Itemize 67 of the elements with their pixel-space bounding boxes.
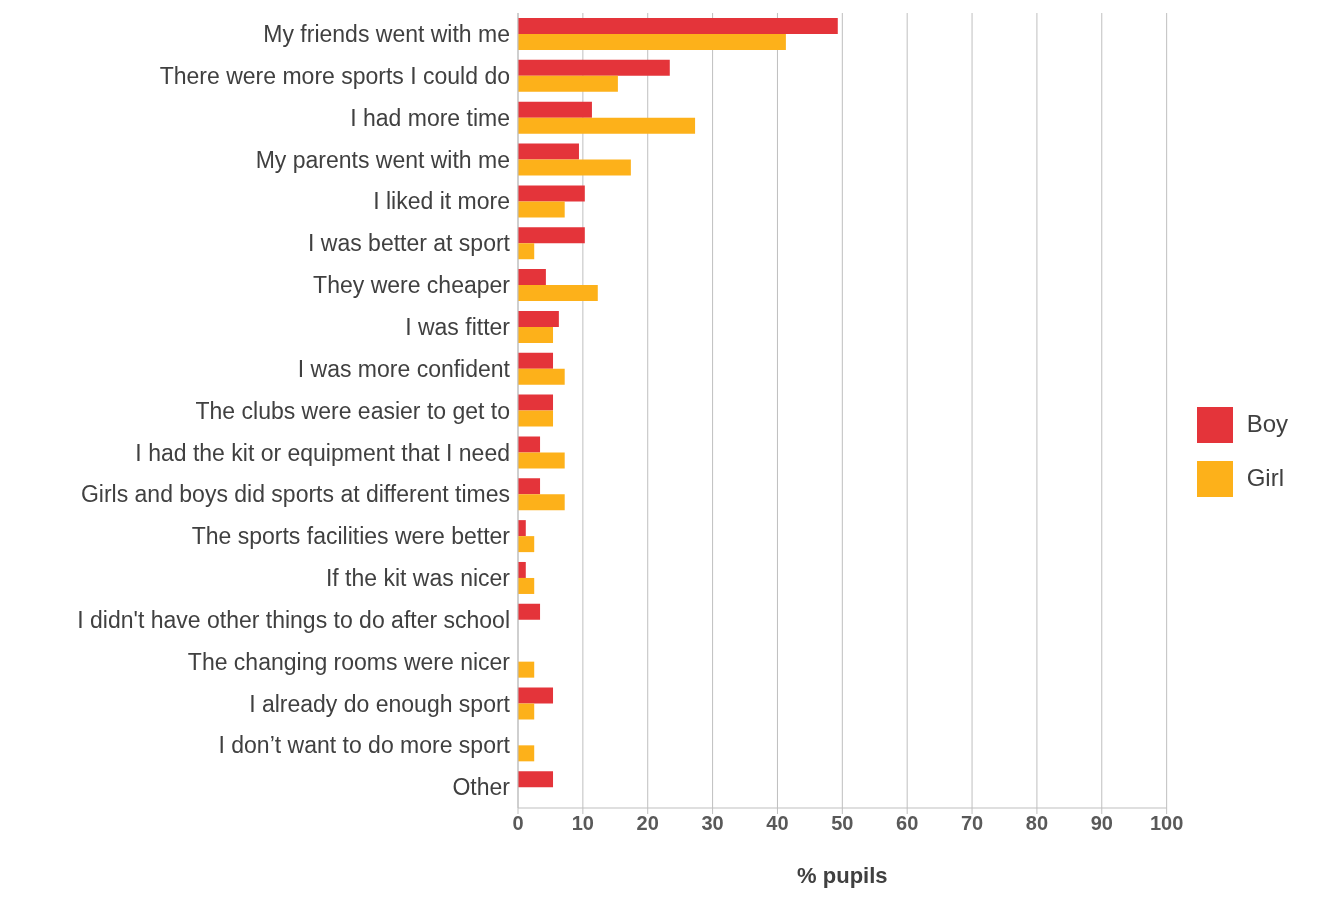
x-tick-label: 0: [512, 812, 524, 835]
bar: [518, 478, 541, 495]
bar: [518, 452, 565, 469]
legend-label: Boy: [1246, 409, 1288, 437]
bar: [518, 520, 526, 537]
bar: [518, 143, 579, 160]
bar: [518, 185, 585, 202]
bar: [518, 243, 535, 260]
y-tick-label: There were more sports I could do: [159, 62, 510, 89]
y-tick-label: The clubs were easier to get to: [195, 397, 510, 424]
bar: [518, 745, 535, 762]
bar: [518, 536, 535, 553]
bar: [518, 703, 535, 720]
bar: [518, 661, 535, 678]
y-tick-label: If the kit was nicer: [325, 565, 511, 592]
x-tick-label: 100: [1149, 812, 1184, 835]
bar: [518, 394, 554, 411]
bar: [518, 577, 535, 594]
bar: [518, 75, 618, 92]
y-tick-label: They were cheaper: [313, 272, 511, 299]
y-tick-label: I don’t want to do more sport: [218, 732, 511, 759]
y-tick-label: I was more confident: [297, 355, 511, 382]
y-tick-label: I was better at sport: [308, 230, 511, 257]
bar: [518, 561, 526, 578]
y-tick-label: I was fitter: [405, 313, 511, 340]
x-tick-label: 90: [1090, 812, 1113, 835]
y-tick-label: I had the kit or equipment that I need: [135, 439, 510, 466]
x-tick-label: 40: [766, 812, 789, 835]
bar: [518, 117, 696, 134]
legend-label: Girl: [1246, 463, 1284, 491]
bar: [518, 18, 838, 35]
bar: [518, 352, 554, 369]
bar: [518, 227, 585, 244]
y-tick-label: My friends went with me: [263, 21, 510, 48]
bar: [518, 368, 565, 385]
y-tick-label: I already do enough sport: [249, 690, 511, 717]
y-tick-label: The sports facilities were better: [191, 523, 511, 550]
x-tick-label: 50: [831, 812, 854, 835]
bar: [518, 494, 565, 511]
bar: [518, 687, 554, 704]
y-tick-label: I liked it more: [373, 188, 510, 215]
y-tick-label: Girls and boys did sports at different times: [80, 481, 510, 508]
bar: [518, 771, 554, 788]
bar: [518, 59, 670, 76]
bar: [518, 326, 554, 343]
bar: [518, 410, 554, 427]
x-tick-label: 10: [571, 812, 594, 835]
x-tick-label: 30: [701, 812, 724, 835]
bar: [518, 269, 546, 286]
x-tick-label: 70: [960, 812, 984, 835]
bar: [518, 436, 541, 453]
y-tick-label: My parents went with me: [255, 146, 510, 173]
bar: [518, 159, 631, 176]
x-tick-label: 20: [636, 812, 659, 835]
x-tick-label: 60: [896, 812, 919, 835]
bar: [518, 201, 565, 218]
bar: [518, 310, 559, 327]
x-tick-label: 80: [1025, 812, 1049, 835]
y-tick-label: The changing rooms were nicer: [187, 648, 511, 675]
y-tick-label: I had more time: [350, 104, 510, 131]
bar: [518, 34, 786, 51]
bar: [518, 101, 592, 118]
x-axis-title: % pupils: [797, 863, 888, 888]
bar: [518, 603, 541, 620]
y-tick-label: Other: [452, 774, 511, 801]
bar: [518, 285, 598, 302]
y-tick-label: I didn't have other things to do after school: [77, 606, 510, 633]
